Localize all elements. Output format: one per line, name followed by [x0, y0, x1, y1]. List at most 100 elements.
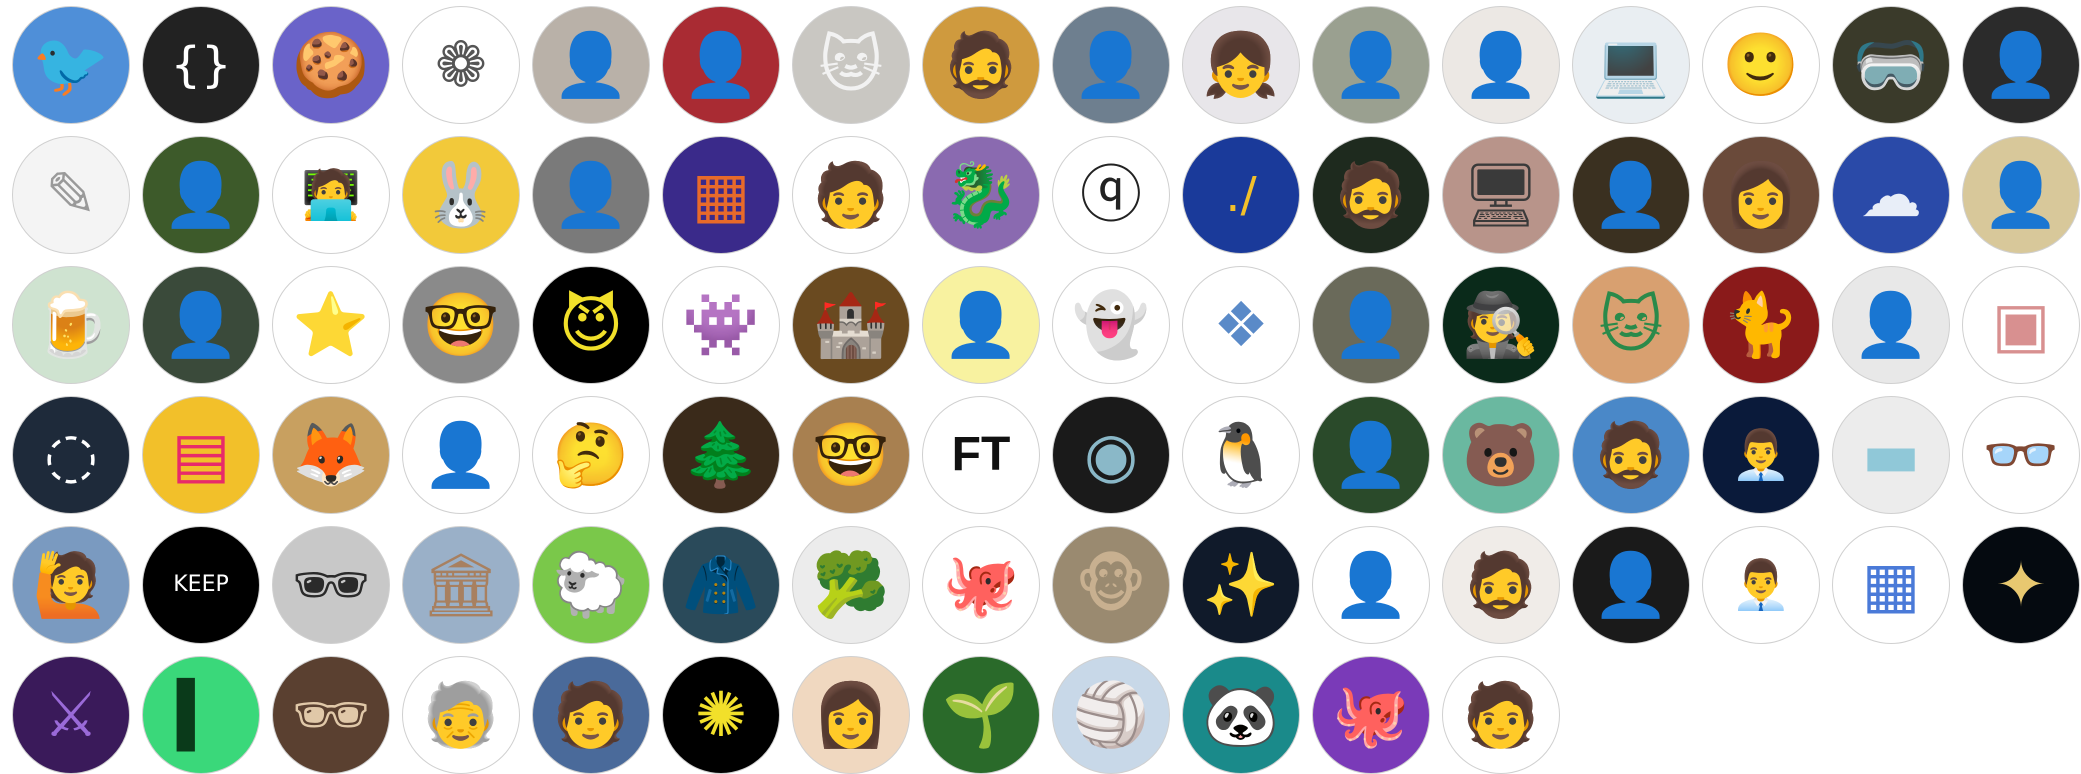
- contributor-avatar[interactable]: 👤: [1832, 266, 1950, 384]
- contributor-avatar[interactable]: ▤: [142, 396, 260, 514]
- contributor-avatar[interactable]: 🧔: [922, 6, 1040, 124]
- contributor-avatar[interactable]: 🐑: [532, 526, 650, 644]
- contributor-avatar[interactable]: 👤: [532, 136, 650, 254]
- contributor-avatar[interactable]: 👤: [1312, 526, 1430, 644]
- contributor-avatar[interactable]: 👤: [1442, 6, 1560, 124]
- contributor-avatar[interactable]: 🧑: [532, 656, 650, 774]
- avatar-image: 🌱: [942, 678, 1020, 751]
- contributor-avatar[interactable]: 🐵: [1052, 526, 1170, 644]
- contributor-avatar[interactable]: 👻: [1052, 266, 1170, 384]
- contributor-avatar[interactable]: 👾: [662, 266, 780, 384]
- contributor-avatar[interactable]: 🧑: [1442, 656, 1560, 774]
- contributor-avatar[interactable]: 👤: [1962, 6, 2080, 124]
- contributor-avatar[interactable]: 👓: [1962, 396, 2080, 514]
- contributor-avatar[interactable]: 🦊: [272, 396, 390, 514]
- contributor-avatar[interactable]: ◌: [12, 396, 130, 514]
- contributor-avatar[interactable]: 🐙: [1312, 656, 1430, 774]
- contributor-avatar[interactable]: 🐱: [792, 6, 910, 124]
- contributor-avatar[interactable]: 🐙: [922, 526, 1040, 644]
- contributor-avatar[interactable]: 🕵: [1442, 266, 1560, 384]
- contributor-avatar[interactable]: ◉: [1052, 396, 1170, 514]
- contributor-avatar[interactable]: 🏰: [792, 266, 910, 384]
- contributor-avatar[interactable]: 😈: [532, 266, 650, 384]
- contributor-avatar[interactable]: 👤: [1572, 136, 1690, 254]
- contributor-avatar[interactable]: ⓠ: [1052, 136, 1170, 254]
- contributor-avatar[interactable]: 👤: [142, 266, 260, 384]
- contributor-avatar[interactable]: 👩: [792, 656, 910, 774]
- contributor-avatar[interactable]: 🧑: [792, 136, 910, 254]
- contributor-avatar[interactable]: 👤: [1572, 526, 1690, 644]
- contributor-avatar[interactable]: 🧔: [1572, 396, 1690, 514]
- contributor-avatar[interactable]: 🤓: [792, 396, 910, 514]
- contributor-avatar[interactable]: ✨: [1182, 526, 1300, 644]
- contributor-avatar[interactable]: 🧔: [1442, 526, 1560, 644]
- contributor-avatar[interactable]: 🐦: [12, 6, 130, 124]
- contributor-avatar[interactable]: ▣: [1962, 266, 2080, 384]
- contributor-avatar[interactable]: 🙋: [12, 526, 130, 644]
- contributor-avatar[interactable]: 👧: [1182, 6, 1300, 124]
- contributor-avatar[interactable]: 👤: [1962, 136, 2080, 254]
- contributor-avatar[interactable]: 🙂: [1702, 6, 1820, 124]
- contributor-avatar[interactable]: 👤: [1052, 6, 1170, 124]
- contributor-avatar[interactable]: 🤓: [402, 266, 520, 384]
- contributor-avatar[interactable]: 🧥: [662, 526, 780, 644]
- contributor-avatar[interactable]: ⚔: [12, 656, 130, 774]
- contributor-avatar[interactable]: 🐼: [1182, 656, 1300, 774]
- avatar-image: 🧔: [1592, 418, 1670, 491]
- contributor-avatar[interactable]: 🏐: [1052, 656, 1170, 774]
- contributor-avatar[interactable]: ▬: [1832, 396, 1950, 514]
- contributor-avatar[interactable]: ./: [1182, 136, 1300, 254]
- avatar-image: 🙋: [32, 548, 110, 621]
- contributor-avatar[interactable]: 🌱: [922, 656, 1040, 774]
- contributor-avatar[interactable]: 🐰: [402, 136, 520, 254]
- contributor-avatar[interactable]: 🐻: [1442, 396, 1560, 514]
- contributor-avatar[interactable]: 🧔: [1312, 136, 1430, 254]
- contributor-avatar[interactable]: 🖥: [1442, 136, 1560, 254]
- contributor-avatar[interactable]: 🧑‍💻: [272, 136, 390, 254]
- contributor-avatar[interactable]: ▦: [662, 136, 780, 254]
- contributor-avatar[interactable]: ✺: [662, 656, 780, 774]
- contributor-avatar[interactable]: 👤: [662, 6, 780, 124]
- contributor-avatar[interactable]: 🍪: [272, 6, 390, 124]
- contributor-avatar[interactable]: 🌲: [662, 396, 780, 514]
- avatar-image: 🐻: [1462, 418, 1540, 491]
- contributor-avatar[interactable]: ✎: [12, 136, 130, 254]
- contributor-avatar[interactable]: FT: [922, 396, 1040, 514]
- contributor-avatar[interactable]: ▍: [142, 656, 260, 774]
- contributor-avatar[interactable]: ❁: [402, 6, 520, 124]
- contributor-avatar[interactable]: ❖: [1182, 266, 1300, 384]
- contributor-avatar[interactable]: 👤: [922, 266, 1040, 384]
- contributor-avatar[interactable]: 🥽: [1832, 6, 1950, 124]
- avatar-image: ◌: [43, 418, 99, 491]
- contributor-avatar[interactable]: 🍺: [12, 266, 130, 384]
- contributor-avatar[interactable]: 👤: [532, 6, 650, 124]
- contributor-avatar[interactable]: 👤: [1312, 396, 1430, 514]
- avatar-image: 🕶: [291, 678, 371, 751]
- avatar-image: 🤔: [552, 418, 630, 491]
- contributor-avatar[interactable]: ▦: [1832, 526, 1950, 644]
- contributor-avatar[interactable]: 🐈: [1702, 266, 1820, 384]
- contributor-avatar[interactable]: 🐱: [1572, 266, 1690, 384]
- contributor-avatar[interactable]: 🕶: [272, 656, 390, 774]
- contributor-avatar[interactable]: 🥦: [792, 526, 910, 644]
- contributor-avatar[interactable]: KEEP: [142, 526, 260, 644]
- contributor-avatar[interactable]: 🏛: [402, 526, 520, 644]
- contributor-avatar[interactable]: ✦: [1962, 526, 2080, 644]
- contributor-avatar[interactable]: 🧓: [402, 656, 520, 774]
- contributor-avatar[interactable]: {}: [142, 6, 260, 124]
- contributor-avatar[interactable]: 👤: [1312, 6, 1430, 124]
- contributor-avatar[interactable]: ⭐: [272, 266, 390, 384]
- contributor-avatar[interactable]: 👤: [402, 396, 520, 514]
- contributor-avatar[interactable]: 👩: [1702, 136, 1820, 254]
- contributor-avatar[interactable]: 🤔: [532, 396, 650, 514]
- contributor-avatar[interactable]: 💻: [1572, 6, 1690, 124]
- contributor-avatar[interactable]: 👤: [1312, 266, 1430, 384]
- contributor-avatar[interactable]: 🐉: [922, 136, 1040, 254]
- contributor-avatar[interactable]: 👤: [142, 136, 260, 254]
- contributor-avatar[interactable]: 🐧: [1182, 396, 1300, 514]
- contributor-avatar[interactable]: 🕶: [272, 526, 390, 644]
- contributor-avatar[interactable]: 👨‍💼: [1702, 526, 1820, 644]
- contributor-avatar[interactable]: ☁: [1832, 136, 1950, 254]
- contributor-avatar[interactable]: 👨‍💼: [1702, 396, 1820, 514]
- avatar-image: ❁: [435, 28, 487, 101]
